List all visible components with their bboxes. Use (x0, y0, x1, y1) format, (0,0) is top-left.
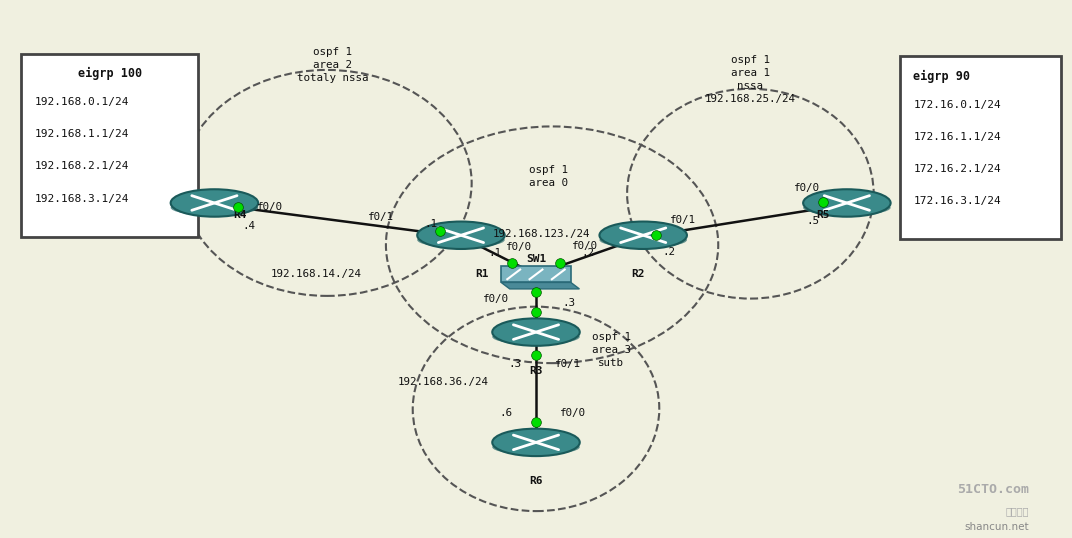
Text: R5: R5 (817, 210, 830, 220)
Text: .1: .1 (425, 219, 437, 229)
Polygon shape (502, 266, 570, 282)
Text: R2: R2 (631, 269, 644, 279)
Text: f0/0: f0/0 (506, 243, 532, 252)
Ellipse shape (170, 189, 258, 217)
Text: 技术博客: 技术博客 (1006, 506, 1029, 516)
Text: .5: .5 (806, 216, 819, 226)
Text: R4: R4 (234, 210, 247, 220)
Text: SW1: SW1 (526, 254, 546, 264)
Text: R6: R6 (530, 476, 542, 486)
Text: f0/0: f0/0 (572, 242, 598, 251)
Ellipse shape (599, 232, 687, 248)
Text: 192.168.2.1/24: 192.168.2.1/24 (34, 161, 129, 172)
Text: 172.16.2.1/24: 172.16.2.1/24 (913, 164, 1001, 174)
Ellipse shape (803, 189, 891, 217)
Ellipse shape (803, 200, 891, 216)
Text: ospf 1
area 3
sutb: ospf 1 area 3 sutb (592, 331, 630, 368)
Text: f0/0: f0/0 (483, 294, 509, 304)
Text: R1: R1 (476, 269, 489, 279)
Text: shancun.net: shancun.net (965, 521, 1029, 532)
Ellipse shape (492, 440, 580, 455)
Text: .3: .3 (563, 298, 576, 308)
Text: f0/1: f0/1 (555, 359, 581, 370)
Text: 192.168.14./24: 192.168.14./24 (271, 270, 361, 279)
Text: 172.16.1.1/24: 172.16.1.1/24 (913, 132, 1001, 142)
Text: .2: .2 (581, 248, 594, 258)
Text: f0/0: f0/0 (794, 182, 820, 193)
Ellipse shape (492, 318, 580, 346)
Ellipse shape (417, 222, 505, 249)
Text: ospf 1
area 0: ospf 1 area 0 (530, 165, 568, 188)
Ellipse shape (599, 222, 687, 249)
Text: ospf 1
area 1
nssa
192.168.25./24: ospf 1 area 1 nssa 192.168.25./24 (705, 55, 795, 104)
Text: 192.168.36./24: 192.168.36./24 (398, 377, 488, 387)
Ellipse shape (492, 329, 580, 345)
Text: .2: .2 (662, 247, 675, 258)
Text: f0/0: f0/0 (257, 202, 283, 212)
Text: .3: .3 (508, 359, 521, 370)
Polygon shape (502, 282, 579, 289)
Text: f0/1: f0/1 (368, 211, 393, 222)
Text: R3: R3 (530, 366, 542, 376)
Text: 172.16.0.1/24: 172.16.0.1/24 (913, 100, 1001, 110)
Text: ospf 1
area 2
totaly nssa: ospf 1 area 2 totaly nssa (297, 47, 368, 83)
Text: .6: .6 (500, 408, 512, 418)
Text: 172.16.3.1/24: 172.16.3.1/24 (913, 196, 1001, 207)
FancyBboxPatch shape (21, 54, 198, 237)
Ellipse shape (492, 429, 580, 456)
Ellipse shape (170, 200, 258, 216)
Text: eigrp 90: eigrp 90 (913, 70, 970, 83)
Text: .4: .4 (242, 221, 255, 231)
Text: 192.168.0.1/24: 192.168.0.1/24 (34, 97, 129, 107)
Text: 192.168.123./24: 192.168.123./24 (493, 229, 590, 239)
FancyBboxPatch shape (900, 56, 1061, 239)
Text: 192.168.3.1/24: 192.168.3.1/24 (34, 194, 129, 204)
Ellipse shape (417, 232, 505, 248)
Text: 51CTO.com: 51CTO.com (957, 483, 1029, 496)
Text: eigrp 100: eigrp 100 (78, 67, 142, 80)
Text: f0/1: f0/1 (670, 215, 696, 225)
Text: 192.168.1.1/24: 192.168.1.1/24 (34, 129, 129, 139)
Text: .1: .1 (489, 248, 502, 258)
Text: f0/0: f0/0 (560, 408, 585, 418)
